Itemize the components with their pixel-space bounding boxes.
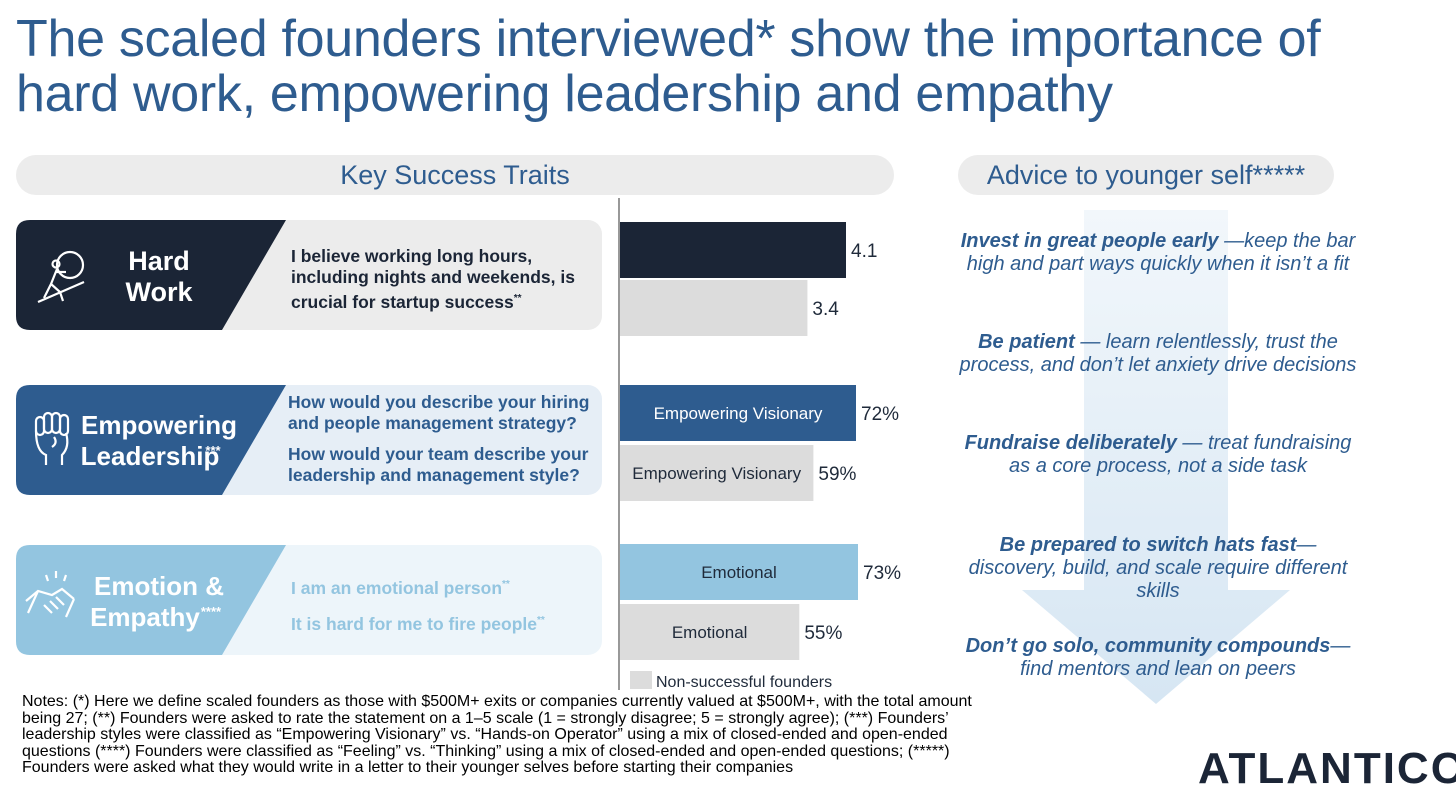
hard-work-badge: Hard Work [16,220,286,330]
emotion-empathy-label-line2: Empathy [90,602,200,632]
advice-item: Be patient — learn relentlessly, trust t… [959,331,1357,376]
bar-hard-work-non-successful [620,280,808,336]
advice-item: Fundraise deliberately — treat fundraisi… [964,432,1352,477]
empowering-leadership-label-line2: Leadership [81,441,220,471]
advice-arrow [1022,210,1290,704]
emotion-empathy-sup: **** [201,604,222,619]
advice-item: Don’t go solo, community compounds— find… [965,635,1351,680]
advice-header: Advice to younger self***** [958,155,1334,195]
bar-empowering-leadership-non-successful [620,445,814,501]
page-title: The scaled founders interviewed* show th… [16,10,1321,123]
raised-fist-icon [34,411,70,465]
bar-value-label-hard-work-non-successful: 3.4 [812,299,839,320]
atlantico-logo: ATLANTICO [1198,744,1456,793]
bar-value-label-emotion-empathy-successful: 73% [863,563,901,584]
success-traits-bar-chart: 4.1 3.4 72% Empowering Visionary 59% Empoweri… [618,198,901,691]
bar-value-label-emotion-empathy-non-successful: 55% [804,623,842,644]
advice-item: Be prepared to switch hats fast—discover… [968,534,1348,602]
bar-empowering-leadership-successful [620,385,856,441]
bar-inner-label-emotion-empathy-successful: Emotional [701,563,777,582]
key-success-traits-header: Key Success Traits [16,155,894,195]
legend-label: Non-successful founders [656,674,832,691]
bar-value-label-empowering-leadership-successful: 72% [861,404,899,425]
handshake-icon [25,571,76,618]
bar-inner-label-empowering-leadership-non-successful: Empowering Visionary [632,464,801,483]
bar-hard-work-successful [620,222,846,278]
person-pushing-boulder-icon [37,250,85,304]
bar-value-label-empowering-leadership-non-successful: 59% [818,464,856,485]
bar-inner-label-empowering-leadership-successful: Empowering Visionary [654,404,823,423]
hard-work-statement: I believe working long hours, including … [291,246,575,312]
footnotes: Notes: (*) Here we define scaled founder… [22,693,972,777]
emotion-empathy-statements: I am an emotional person** It is hard fo… [291,577,545,634]
hard-work-label-line2: Work [125,277,193,307]
hard-work-label-line1: Hard [128,246,190,276]
empowering-leadership-questions: How would you describe your hiring and p… [288,392,590,485]
legend-swatch [630,671,652,689]
empowering-leadership-label-line1: Empowering [81,410,237,440]
empowering-leadership-badge: Empowering Leadership *** [16,385,286,495]
empowering-leadership-sup: *** [205,443,221,458]
bar-emotion-empathy-non-successful [620,604,800,660]
advice-item: Invest in great people early —keep the b… [960,230,1356,275]
bar-inner-label-emotion-empathy-non-successful: Emotional [672,623,748,642]
emotion-empathy-badge: Emotion & Empathy **** [16,545,286,655]
bar-value-label-hard-work-successful: 4.1 [851,241,877,262]
bar-emotion-empathy-successful [620,544,858,600]
emotion-empathy-label-line1: Emotion & [94,571,224,601]
